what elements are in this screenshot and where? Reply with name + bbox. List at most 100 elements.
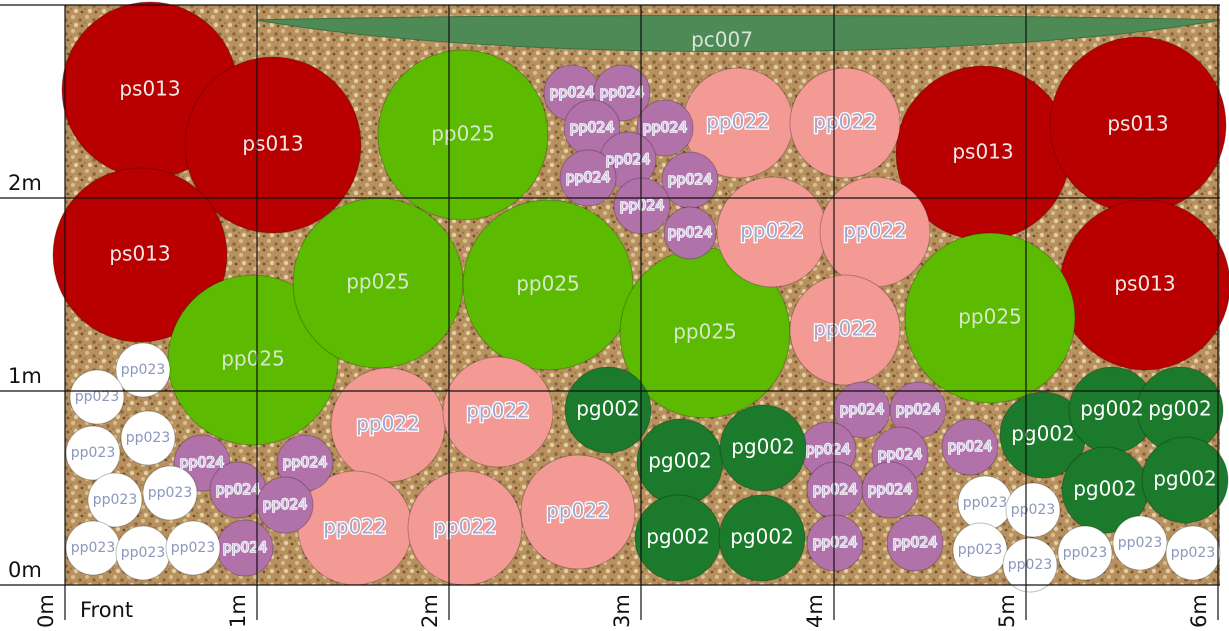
plant-label: pg002 [1073,477,1137,501]
plant-circle [165,520,221,576]
plant-circle [65,425,121,481]
plant-label: pp024 [868,482,913,498]
plant-label: pp022 [706,110,770,134]
plant-label: ps013 [242,132,303,156]
plant-label: pp024 [813,535,858,551]
y-axis-label: 2m [8,171,42,195]
plant-label: pp022 [433,515,497,539]
plant-label: pg002 [731,435,795,459]
plant-label: pp023 [171,540,216,556]
plant-circle [462,199,634,371]
plant-label: pp022 [813,317,877,341]
plant-circle [789,67,901,179]
plant-circle [1057,525,1113,581]
plant-label: pg002 [648,449,712,473]
plant-label: pp024 [570,120,615,136]
x-axis-label: 2m [418,594,442,628]
plant-circle [115,342,171,398]
plant-label: pp024 [566,170,611,186]
plant-label: pp024 [643,120,688,136]
plant-label: pg002 [646,525,710,549]
border-plant [256,15,1221,52]
plant-label: pp022 [466,399,530,423]
plant-circle [564,366,652,454]
plant-label: pp024 [668,225,713,241]
border-plant-label: pc007 [691,28,753,52]
plant-label: pp025 [221,347,285,371]
plant-label: pp023 [963,495,1008,511]
plant-label: pp024 [216,482,261,498]
axes: 2m 1m 0m 0m 1m 2m 3m 4m 5m 6m [8,171,1211,628]
plant-circle [184,56,362,234]
plant-label: pp024 [668,172,713,188]
plant-label: pp024 [600,85,645,101]
y-axis-label: 0m [8,558,42,582]
plant-circle [904,232,1076,404]
plant-label: pp025 [958,305,1022,329]
plant-label: pg002 [1153,467,1217,491]
plant-label: pp023 [1011,502,1056,518]
plant-label: pp022 [356,412,420,436]
plant-circle [613,177,671,235]
plant-circle [442,356,554,468]
plant-label: pg002 [730,525,794,549]
plant-label: pp025 [673,320,737,344]
plant-label: pp024 [223,540,268,556]
x-axis-label: 0m [34,594,58,628]
plant-label: ps013 [1107,112,1168,136]
plant-label: pp022 [813,110,877,134]
plant-circle [1141,436,1229,524]
plant-circle [1002,537,1058,593]
y-axis-label: 1m [8,364,42,388]
plant-circle [559,149,617,207]
plant-label: pp022 [546,499,610,523]
plant-circle [789,274,901,386]
plant-label: pp024 [180,455,225,471]
plant-label: pg002 [1080,397,1144,421]
plant-circle [952,522,1008,578]
plant-label: pp023 [75,389,120,405]
plant-circle [636,99,694,157]
x-axis-label: 4m [803,594,827,628]
x-axis-label: 6m [1187,594,1211,628]
plant-label: pg002 [576,397,640,421]
plant-label: pg002 [1148,397,1212,421]
x-axis-label: 3m [610,594,634,628]
plant-label: pp024 [263,497,308,513]
plant-label: pp025 [346,270,410,294]
plant-label: pp023 [71,540,116,556]
plant-circle [886,514,944,572]
plant-label: pp025 [431,122,495,146]
plant-label: pp022 [843,219,907,243]
plant-label: pp023 [1063,545,1108,561]
plant-circle [377,49,549,221]
plant-label: pp024 [813,482,858,498]
plant-label: pp024 [893,535,938,551]
plant-label: pp023 [1008,557,1053,573]
plant-label: ps013 [1114,272,1175,296]
plant-circle [52,167,228,343]
plant-circle [87,472,143,528]
front-label: Front [80,598,133,622]
plant-label: pp022 [323,515,387,539]
plant-circle [1112,515,1168,571]
plant-label: pp025 [516,272,580,296]
plant-circle [142,465,198,521]
plant-circle [663,206,717,260]
plant-circle [719,404,807,492]
plant-label: pp023 [93,492,138,508]
plant-label: pp023 [1118,535,1163,551]
plant-circle [941,418,999,476]
plant-circle [861,461,919,519]
plant-label: pp023 [1171,545,1216,561]
x-axis-label: 1m [226,594,250,628]
plant-label: pp024 [878,447,923,463]
plant-label: pp024 [606,152,651,168]
plant-circle [120,410,176,466]
plant-label: pp024 [283,455,328,471]
plant-label: pp023 [148,485,193,501]
plant-circle [718,494,806,582]
plant-label: pp022 [740,219,804,243]
